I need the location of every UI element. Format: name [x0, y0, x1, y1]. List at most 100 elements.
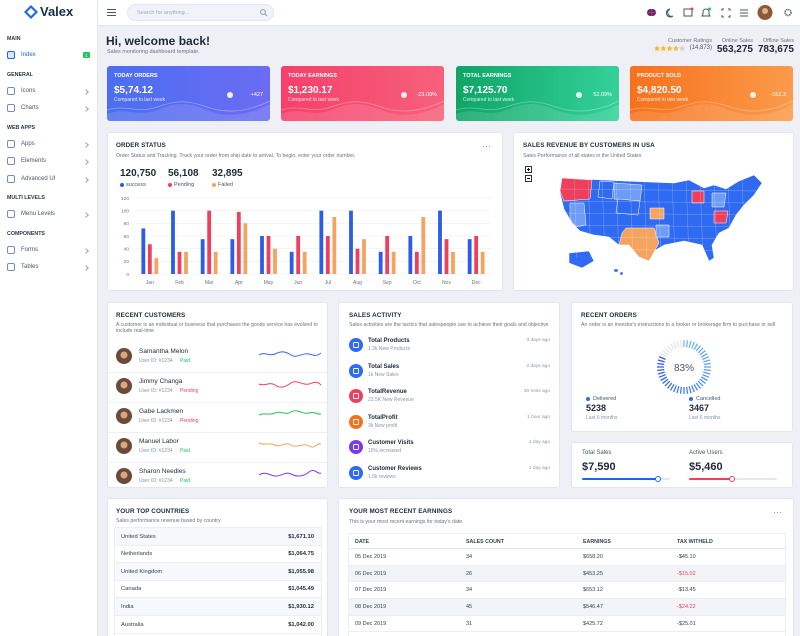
menu-icon — [7, 104, 15, 112]
gauge-tick — [657, 362, 665, 366]
order-status-panel: ORDER STATUS Order Status and Tracking. T… — [107, 132, 503, 291]
sidebar-item[interactable]: Advanced UI — [0, 172, 97, 187]
y-tick-label: 40 — [124, 246, 130, 252]
sidebar-item[interactable]: Icons — [0, 84, 97, 99]
map-border — [671, 176, 676, 259]
order-stat-note: Last 6 months — [689, 415, 721, 421]
country-revenue: $1,064.75 — [288, 551, 314, 558]
table-cell: $425.72 — [583, 620, 603, 627]
sparkline — [258, 442, 322, 448]
activity-icon-glyph — [353, 418, 359, 425]
gauge-tick — [657, 359, 665, 363]
gauge: 83% — [657, 340, 711, 394]
gauge-tick — [685, 386, 689, 394]
sparkline-line — [258, 351, 322, 357]
customer-name: Sharon Needles — [139, 468, 186, 475]
menu-toggle[interactable] — [107, 9, 116, 17]
bar — [243, 223, 248, 274]
welcome-subtitle: Sales monitoring dashboard template. — [107, 49, 200, 55]
search-placeholder: Search for anything... — [137, 9, 190, 16]
bar — [230, 239, 235, 274]
search-icon-handle — [264, 13, 268, 17]
x-tick-label: May — [264, 280, 274, 286]
map-border — [685, 176, 690, 259]
activity-icon — [349, 363, 363, 378]
map-border — [573, 176, 578, 259]
panel-title: RECENT CUSTOMERS — [116, 312, 186, 319]
more-button[interactable] — [771, 507, 785, 517]
total-label: Active Users — [689, 450, 723, 456]
sidebar-item[interactable]: Apps — [0, 137, 97, 152]
bar — [438, 210, 442, 274]
sidebar-item[interactable]: Elements — [0, 154, 97, 169]
table-cell: 05 Dec 2019 — [355, 554, 387, 560]
sidebar-item[interactable]: Index 1 — [0, 48, 97, 63]
logo-mark-inner — [27, 8, 35, 16]
sidebar-item[interactable]: Menu Levels — [0, 207, 97, 222]
customer-avatar — [116, 348, 132, 364]
card-change: -152.3 — [770, 92, 786, 98]
table-cell: 07 Dec 2019 — [355, 587, 387, 594]
map-region — [597, 180, 615, 200]
y-tick-label: 60 — [124, 234, 130, 240]
gauge-tick — [691, 385, 695, 393]
country-row: Canada $1,045.49 — [115, 581, 321, 599]
avatar-face — [120, 411, 128, 419]
panel-description: Sales performance revenue based by count… — [116, 518, 221, 524]
customer-avatar — [116, 378, 132, 394]
column-header: TAX WITHELD — [677, 538, 713, 545]
table-header: DATE SALES COUNT EARNINGS TAX WITHELD — [349, 534, 785, 549]
star — [666, 45, 673, 52]
zoom-out[interactable] — [525, 175, 532, 182]
sidebar-heading: MULTI LEVELS — [7, 195, 45, 201]
header-stat-value: 783,675 — [757, 44, 794, 55]
bar — [260, 236, 264, 274]
sidebar-heading: MAIN — [7, 36, 21, 42]
gauge-tick — [700, 376, 708, 382]
map-region — [649, 207, 665, 220]
card-note: Compared to last week — [637, 97, 689, 103]
zoom-in[interactable] — [525, 166, 532, 173]
x-tick-label: Aug — [353, 280, 362, 286]
panel-title: YOUR TOP COUNTRIES — [116, 508, 190, 515]
customer-name: Samantha Melon — [139, 348, 189, 355]
sparkline — [258, 469, 322, 477]
customer-avatar — [116, 438, 132, 454]
order-chart: 0 20 40 60 80 100 120 Jan Feb Mar Apr May Jun Jul Aug S… — [121, 196, 491, 286]
table-cell: -$25.01 — [677, 620, 696, 627]
bar — [213, 251, 218, 274]
country-revenue: $1,045.49 — [288, 586, 314, 593]
activity-time: 2 days ago — [526, 363, 550, 369]
sales-activity-panel: SALES ACTIVITY Sales activities are the t… — [338, 302, 560, 488]
slider-knob[interactable] — [729, 476, 735, 482]
legend-label: Pending — [174, 182, 195, 188]
menu-label: Advanced UI — [21, 175, 56, 182]
table-cell: 34 — [466, 554, 473, 560]
bar — [141, 228, 146, 274]
customer-row: Sharon Needles User ID: #1234 Paid — [108, 463, 327, 487]
menu-badge: 1 — [83, 52, 90, 59]
flag-cross — [647, 9, 656, 16]
bar — [474, 236, 479, 274]
customer-id: User ID: #1234 — [139, 418, 173, 424]
search-box[interactable]: Search for anything... — [127, 4, 274, 21]
bar — [200, 239, 205, 274]
more-button[interactable] — [480, 141, 494, 151]
bar — [319, 210, 324, 274]
menu-icon — [7, 86, 15, 95]
y-tick-label: 120 — [121, 196, 129, 202]
customer-status: Pending — [180, 388, 199, 394]
activity-icon — [349, 389, 363, 403]
card-value: $1,230.17 — [288, 85, 333, 96]
sidebar-item[interactable]: Tables — [0, 260, 97, 275]
map-border — [657, 176, 662, 259]
activity-icon-bg — [349, 414, 363, 429]
sidebar-item[interactable]: Charts — [0, 101, 97, 116]
slider-knob[interactable] — [655, 476, 661, 482]
map-border — [559, 236, 760, 240]
wave — [281, 104, 444, 121]
slider-fill — [582, 478, 658, 480]
order-stat-note: Last 6 months — [586, 415, 618, 421]
earnings-row: 09 Dec 2019 31 $425.72 -$25.01 — [349, 616, 785, 633]
sidebar-item[interactable]: Forms — [0, 243, 97, 258]
